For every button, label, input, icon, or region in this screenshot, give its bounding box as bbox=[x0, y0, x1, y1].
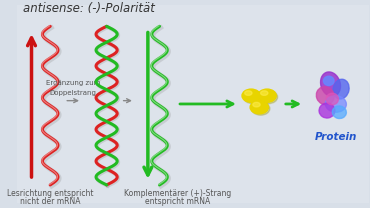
Ellipse shape bbox=[333, 79, 349, 99]
Text: nicht der mRNA: nicht der mRNA bbox=[20, 197, 80, 206]
Ellipse shape bbox=[319, 103, 335, 118]
Text: Doppelstrang: Doppelstrang bbox=[50, 90, 97, 96]
Ellipse shape bbox=[259, 90, 278, 104]
Ellipse shape bbox=[323, 76, 334, 85]
Ellipse shape bbox=[245, 91, 252, 95]
Ellipse shape bbox=[242, 89, 260, 102]
Text: entspricht mRNA: entspricht mRNA bbox=[145, 197, 210, 206]
Text: Protein: Protein bbox=[314, 132, 357, 142]
FancyBboxPatch shape bbox=[16, 4, 370, 204]
Ellipse shape bbox=[250, 101, 269, 114]
Ellipse shape bbox=[258, 89, 276, 102]
Ellipse shape bbox=[320, 72, 340, 96]
Ellipse shape bbox=[260, 91, 268, 95]
Text: Ergänzung zum: Ergänzung zum bbox=[46, 80, 100, 86]
Ellipse shape bbox=[252, 102, 270, 115]
Ellipse shape bbox=[316, 87, 334, 105]
Ellipse shape bbox=[326, 93, 339, 105]
Ellipse shape bbox=[253, 102, 260, 107]
Ellipse shape bbox=[325, 96, 346, 112]
Ellipse shape bbox=[243, 90, 262, 104]
Ellipse shape bbox=[332, 106, 346, 119]
Text: antisense: (-)-Polarität: antisense: (-)-Polarität bbox=[23, 2, 155, 15]
Text: Lesrichtung entspricht: Lesrichtung entspricht bbox=[7, 189, 94, 198]
Text: Komplementärer (+)-Strang: Komplementärer (+)-Strang bbox=[124, 189, 231, 198]
